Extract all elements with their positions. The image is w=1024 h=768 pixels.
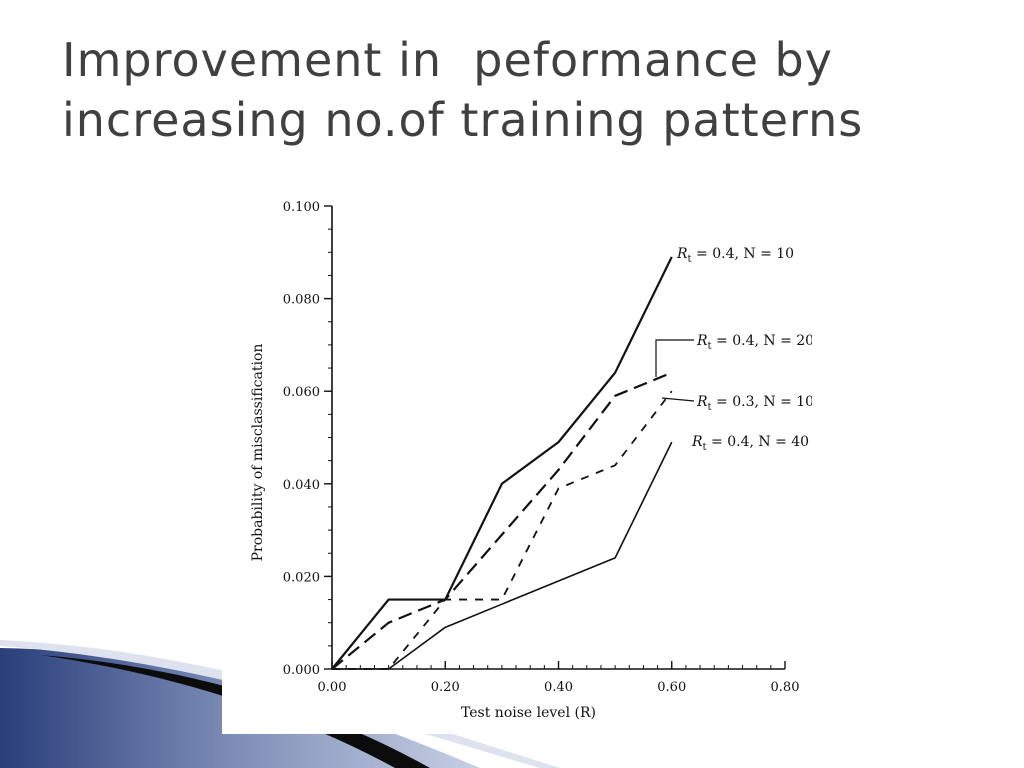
legend-label-2: Rt = 0.4, N = 20 xyxy=(696,333,812,352)
series-line-4 xyxy=(332,441,673,670)
x-tick-label: 0.80 xyxy=(771,680,800,695)
series-line-3 xyxy=(332,390,673,670)
x-axis-title: Test noise level (R) xyxy=(461,705,596,721)
y-tick-label: 0.040 xyxy=(283,478,320,493)
x-tick-label: 0.00 xyxy=(318,680,347,695)
y-tick-label: 0.000 xyxy=(283,663,320,678)
y-tick-label: 0.060 xyxy=(283,385,320,400)
legend-label-3: Rt = 0.3, N = 10 xyxy=(696,394,812,413)
y-tick-label: 0.020 xyxy=(283,570,320,585)
legend-leader-line xyxy=(661,397,695,402)
x-tick-label: 0.60 xyxy=(657,680,686,695)
slide-title: Improvement in peformance by increasing … xyxy=(62,30,962,150)
slide-title-line-2: increasing no.of training patterns xyxy=(62,93,864,147)
chart-figure: 0.000 0.020 0.040 0.060 0.080 0.100 0.00 0.20 0.… xyxy=(222,172,812,734)
series-line-2 xyxy=(331,371,673,670)
legend-label-4: Rt = 0.4, N = 40 xyxy=(691,434,809,453)
y-tick-label: 0.100 xyxy=(283,200,320,215)
y-axis-title: Probability of misclassification xyxy=(250,344,266,562)
legend-leader-line xyxy=(655,339,694,377)
line-chart: 0.000 0.020 0.040 0.060 0.080 0.100 0.00 0.20 0.… xyxy=(250,200,812,721)
y-tick-label: 0.080 xyxy=(283,293,320,308)
x-tick-label: 0.40 xyxy=(544,680,573,695)
x-tick-label: 0.20 xyxy=(431,680,460,695)
series-line-1 xyxy=(331,256,673,670)
slide-title-line-1: Improvement in peformance by xyxy=(62,33,833,87)
legend-label-1: Rt = 0.4, N = 10 xyxy=(676,246,794,265)
